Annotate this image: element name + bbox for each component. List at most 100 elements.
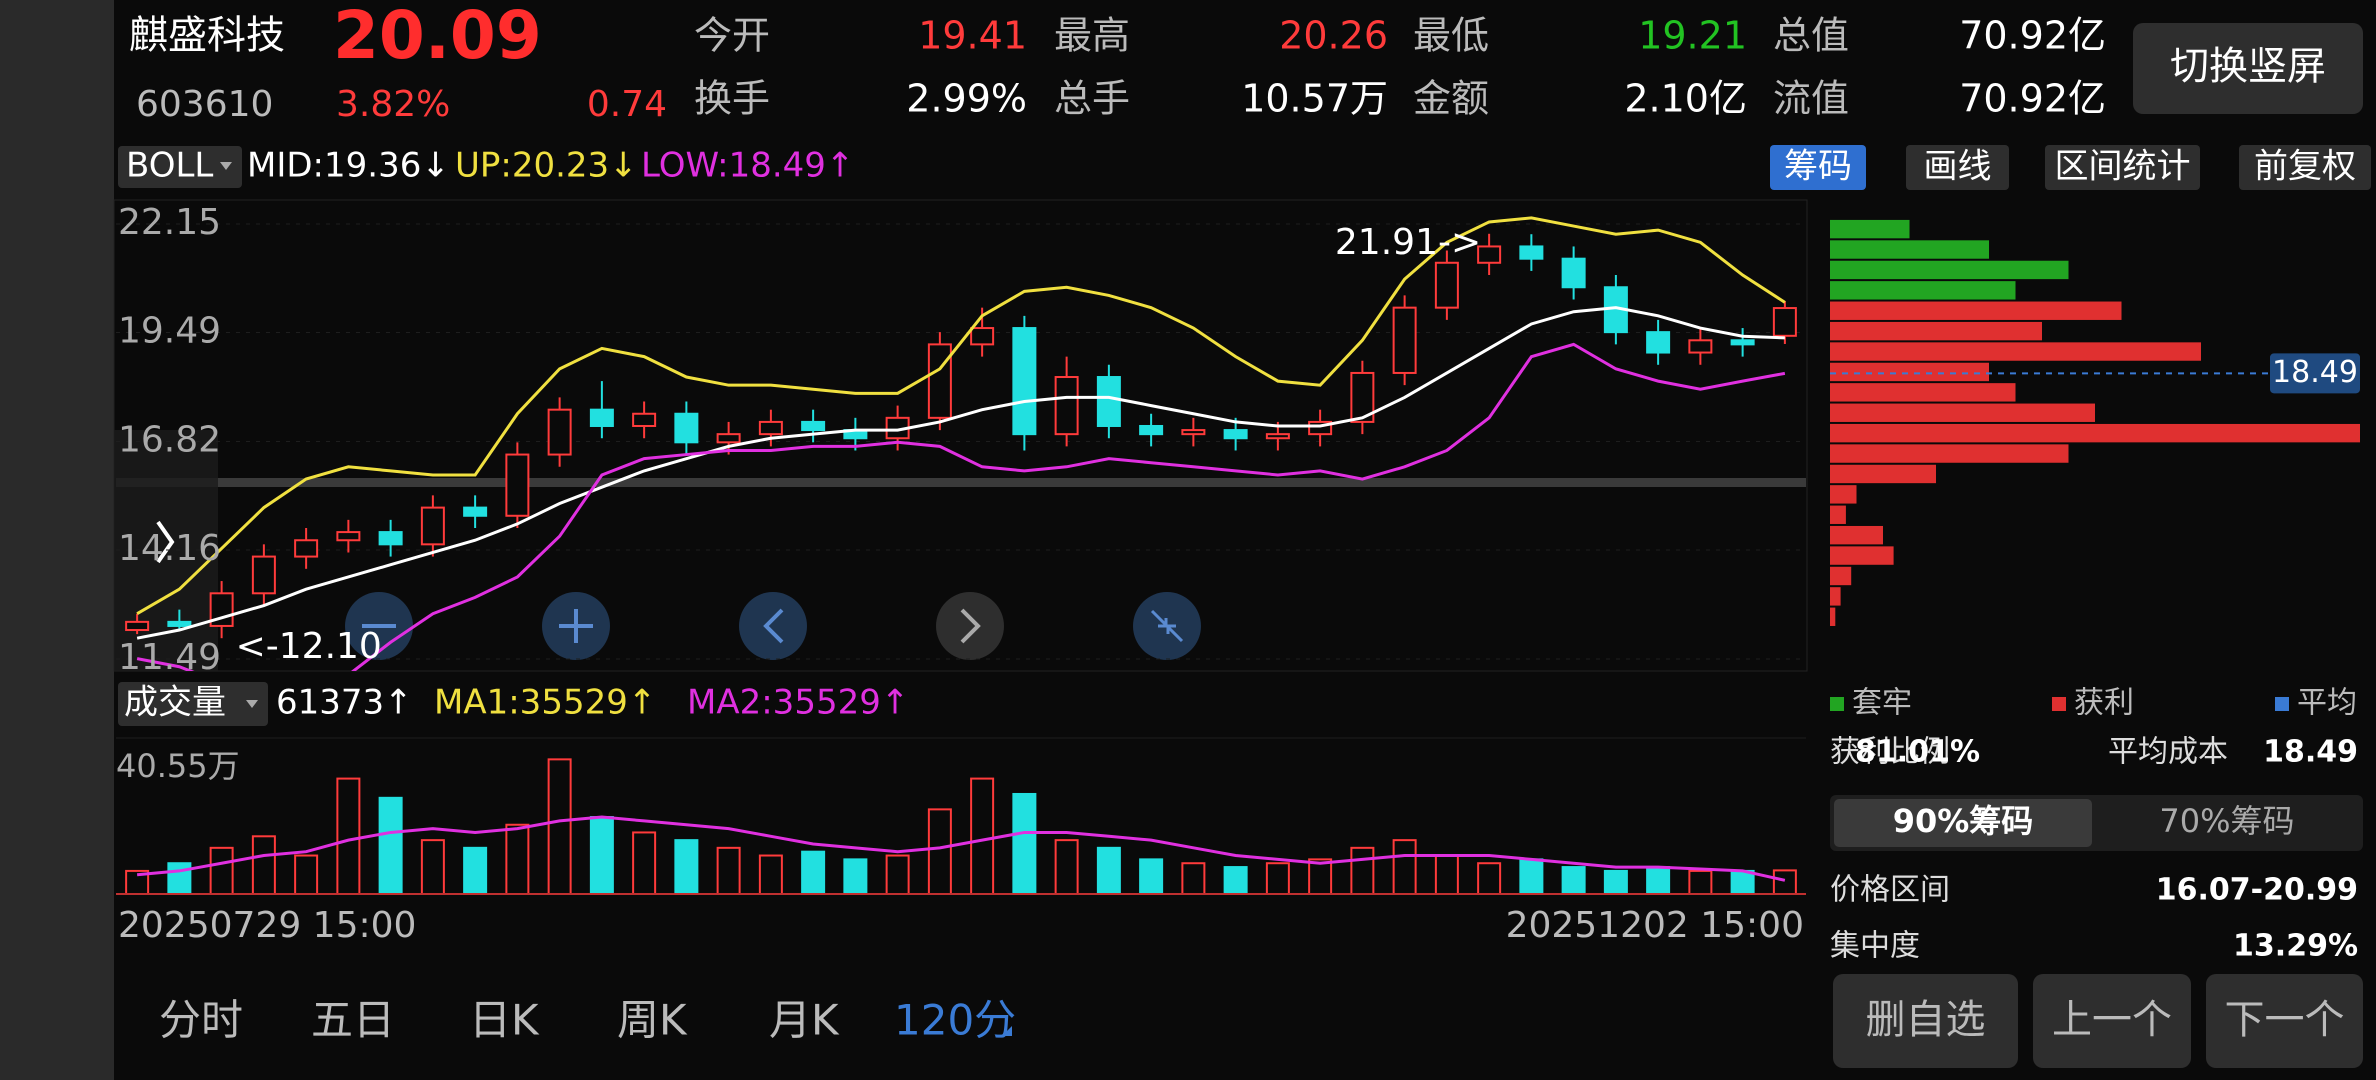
toggle-button[interactable]	[2133, 23, 2363, 114]
chip-tab-active[interactable]	[1834, 799, 2092, 847]
volume-bar	[589, 816, 614, 896]
zoom-controls	[345, 592, 1201, 660]
candle-body	[1223, 429, 1248, 440]
volume-bar	[1392, 839, 1417, 895]
volume-bar	[1350, 846, 1375, 896]
y-tick-label: 14.16	[118, 528, 221, 569]
volume-bar	[885, 854, 910, 896]
chip-bar	[1830, 260, 2069, 280]
move-left[interactable]	[739, 592, 807, 660]
date-label: 20251202 15:00	[1506, 905, 1804, 946]
action-button[interactable]	[2206, 974, 2363, 1068]
max-annotation: 21.91->	[1335, 222, 1481, 263]
chip-tab[interactable]: 70%筹码	[2159, 802, 2294, 840]
tool-label[interactable]: 筹码	[1784, 147, 1852, 187]
volume-bar	[463, 846, 488, 896]
volume-label[interactable]: 成交量	[124, 683, 226, 723]
tool-label[interactable]: 画线	[1924, 147, 1992, 187]
action-button[interactable]	[1833, 974, 2018, 1068]
chip-stat-label: 获利比例	[1830, 735, 1950, 770]
candle-body	[209, 592, 234, 627]
tool-button[interactable]	[2045, 145, 2200, 190]
stock-name: 麒盛科技	[129, 14, 285, 59]
volume-bar	[801, 850, 826, 896]
period-tab[interactable]: 月K	[769, 996, 840, 1045]
volume-bar	[1054, 839, 1079, 895]
move-right[interactable]	[936, 592, 1004, 660]
tool-button[interactable]	[2239, 145, 2371, 190]
chip-row-label: 价格区间	[1830, 873, 1950, 908]
legend-label: 平均	[2297, 686, 2357, 721]
volume-bar	[927, 808, 952, 896]
volume-bar	[167, 862, 192, 896]
volume-bar	[674, 839, 699, 895]
action-label[interactable]: 删自选	[1866, 997, 1986, 1043]
period-tab[interactable]: 分时	[159, 996, 243, 1045]
stock-code: 603610	[136, 84, 273, 125]
candle-body	[1392, 306, 1417, 374]
chip-bar	[1830, 485, 1857, 504]
period-corner	[1002, 1026, 1012, 1036]
indicator-name[interactable]: BOLL	[126, 146, 213, 186]
chip-bar	[1830, 281, 2016, 300]
chip-bar	[1830, 566, 1852, 586]
chip-tab[interactable]: 90%筹码	[1893, 802, 2034, 840]
dropdown-arrow	[220, 162, 232, 170]
volume-bar	[209, 846, 234, 896]
stat-value: 19.41	[918, 14, 1027, 58]
tool-button[interactable]	[1906, 145, 2009, 190]
avg-cost-tag	[2270, 353, 2360, 394]
change: 0.74	[587, 84, 667, 125]
action-label[interactable]: 下一个	[2225, 997, 2345, 1043]
boll-line	[136, 306, 1785, 640]
volume-bar	[1012, 792, 1037, 895]
chip-row-label: 集中度	[1830, 929, 1920, 964]
price-chart	[116, 216, 1806, 671]
volume-bar	[1603, 869, 1628, 895]
volume-bar	[1223, 866, 1248, 896]
volume-bar	[1265, 862, 1290, 896]
volume-bar	[970, 777, 995, 895]
period-tab[interactable]: 日K	[469, 996, 540, 1045]
date-label: 20250729 15:00	[118, 905, 416, 946]
candle-body	[1350, 371, 1375, 423]
indicator-value: MID:19.36↓	[247, 146, 450, 186]
candle-body	[1181, 429, 1206, 436]
period-tab[interactable]: 五日	[311, 996, 395, 1045]
legend-label: 获利	[2074, 686, 2134, 721]
stat-value: 70.92亿	[1959, 77, 2106, 121]
legend-swatch	[2052, 697, 2066, 711]
stat-label: 流值	[1773, 77, 1849, 121]
candle-body	[463, 506, 488, 517]
stat-label: 最高	[1054, 14, 1130, 58]
volume-bar	[843, 858, 868, 896]
y-tick-label: 11.49	[118, 637, 221, 678]
volume-bar	[1139, 858, 1164, 896]
period-tab[interactable]: 周K	[617, 996, 688, 1045]
boll-line	[136, 342, 1786, 671]
volume-bar	[547, 758, 572, 896]
toggle-label[interactable]: 切换竖屏	[2170, 45, 2326, 90]
period-tab[interactable]: 120分	[894, 996, 1016, 1045]
candle-body	[632, 412, 657, 427]
side-bar	[0, 0, 114, 1080]
expand-arrow[interactable]	[156, 520, 175, 564]
stock-price: 20.09	[333, 0, 542, 74]
tool-button[interactable]	[1770, 145, 1866, 190]
volume-bar	[1561, 866, 1586, 896]
action-button[interactable]	[2033, 974, 2191, 1068]
y-tick-label: 19.49	[118, 311, 221, 352]
action-label[interactable]: 上一个	[2052, 997, 2172, 1043]
tool-label[interactable]: 区间统计	[2055, 147, 2191, 187]
indicator-select[interactable]	[118, 146, 242, 188]
tool-label[interactable]: 前复权	[2254, 147, 2356, 187]
candle-body	[505, 453, 530, 517]
volume-indicator: MA1:35529↑	[434, 683, 656, 723]
chip-bar	[1830, 525, 1883, 545]
legend-label: 套牢	[1852, 686, 1912, 721]
indicator-value: UP:20.23↓	[455, 146, 638, 186]
volume-select[interactable]	[118, 682, 268, 726]
chip-bar	[1830, 219, 1910, 239]
boll-line	[136, 216, 1786, 616]
